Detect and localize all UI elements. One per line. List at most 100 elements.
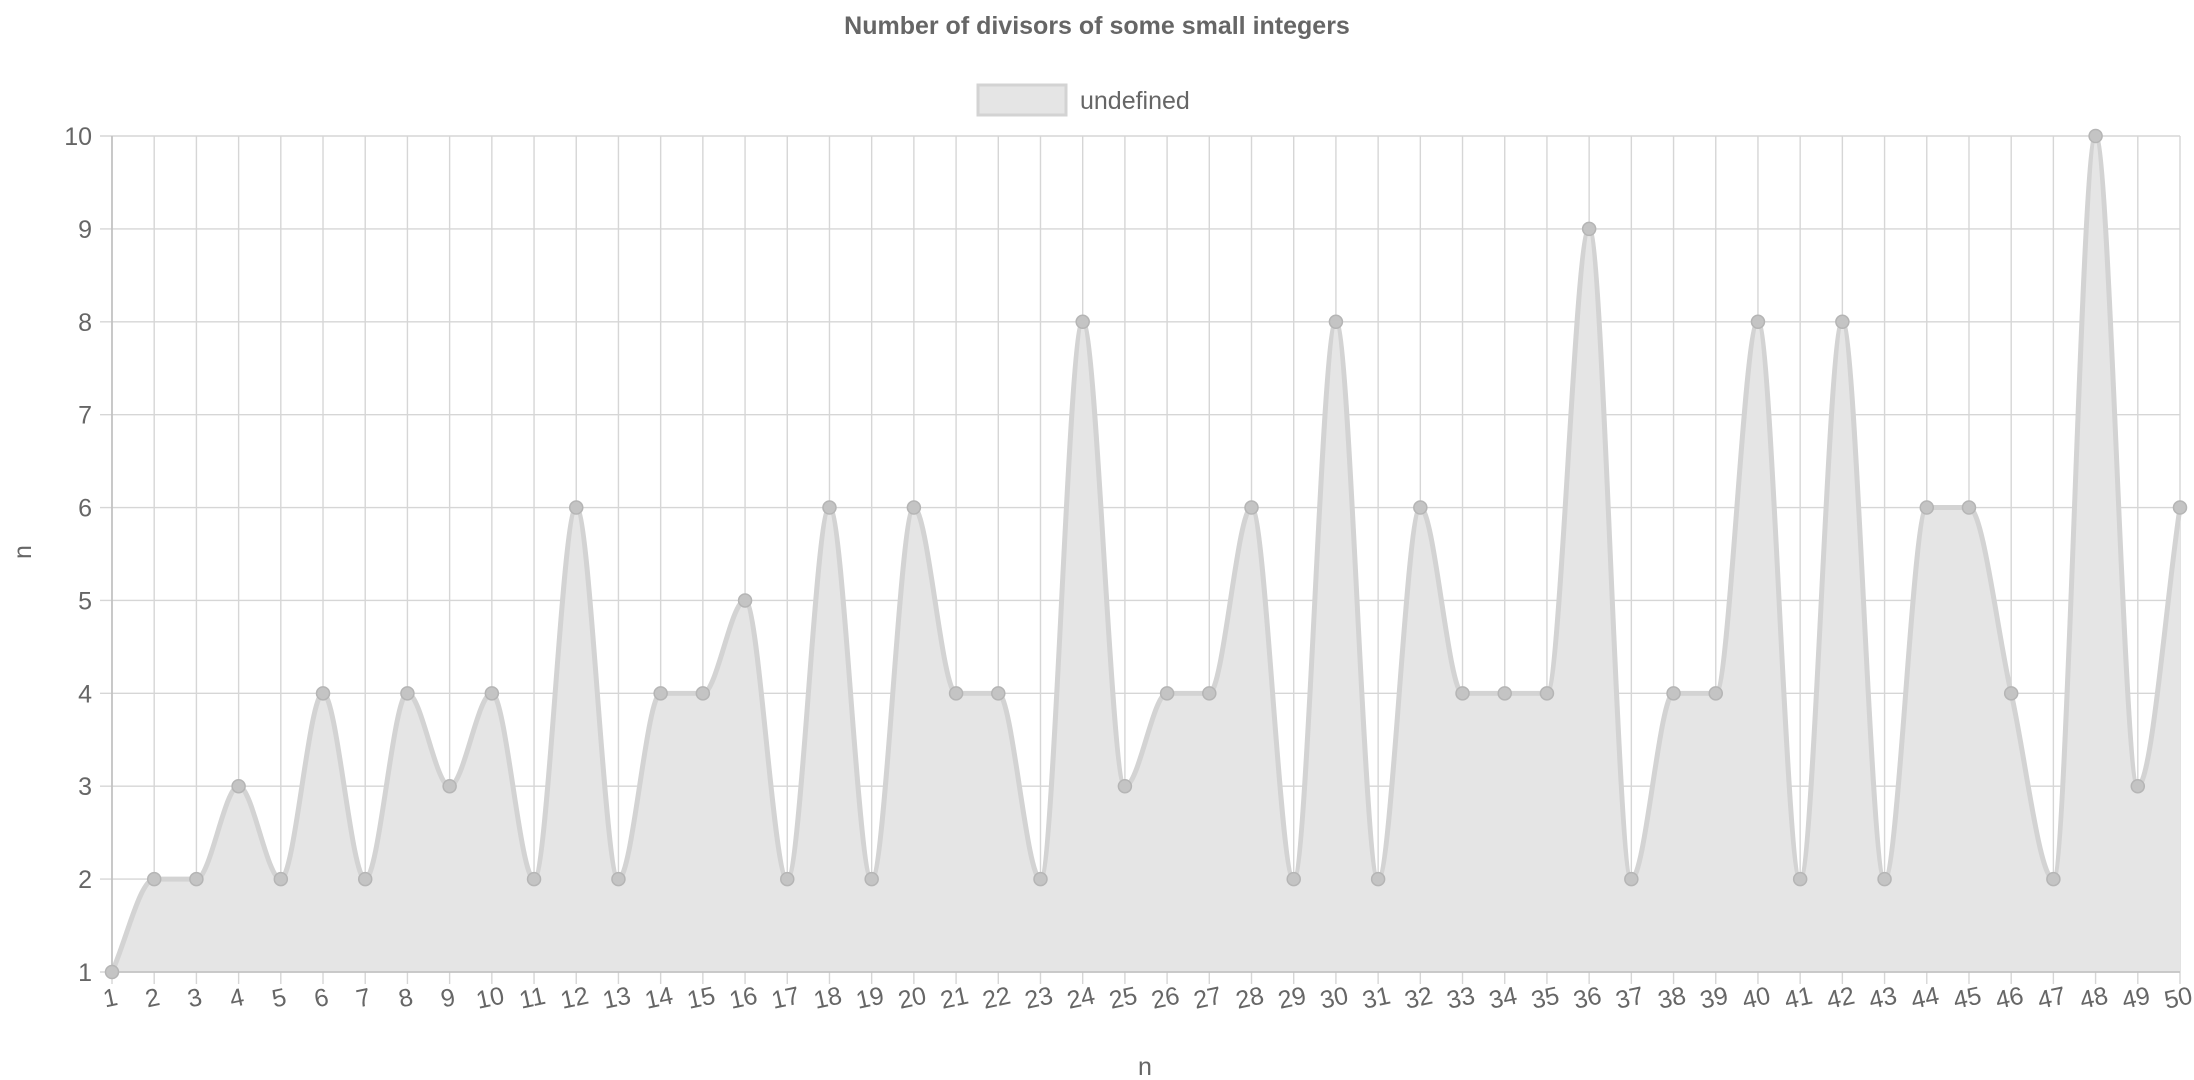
x-tick-label: 22: [980, 982, 1013, 1015]
data-point[interactable]: [568, 500, 584, 515]
y-tick-label: 7: [78, 402, 92, 430]
data-point[interactable]: [1539, 686, 1555, 701]
x-tick-label: 35: [1529, 982, 1562, 1015]
x-tick-label: 48: [2077, 982, 2110, 1015]
data-point[interactable]: [1202, 686, 1217, 701]
data-point[interactable]: [104, 964, 120, 980]
x-tick-label: 10: [474, 982, 507, 1015]
data-point[interactable]: [1835, 314, 1850, 330]
x-axis-ticks: 1 2 3 4 5 6 7 8 9 10 11 12 13 14 15 16 17 18 19 20 21 22 23 24 2…: [101, 982, 2194, 1015]
data-point[interactable]: [1581, 221, 1597, 237]
x-tick-label: 24: [1065, 982, 1098, 1015]
x-tick-label: 5: [269, 983, 288, 1013]
data-point[interactable]: [1117, 778, 1133, 794]
data-point[interactable]: [273, 871, 289, 887]
data-point[interactable]: [1075, 314, 1090, 330]
data-point[interactable]: [2088, 128, 2103, 144]
x-tick-label: 32: [1402, 982, 1435, 1015]
x-tick-label: 29: [1276, 982, 1309, 1015]
x-tick-label: 7: [354, 983, 373, 1013]
data-point[interactable]: [695, 686, 711, 701]
data-point[interactable]: [1413, 500, 1428, 515]
x-tick-label: 23: [1022, 982, 1055, 1015]
x-tick-label: 20: [896, 982, 929, 1015]
y-axis-title: n: [9, 545, 37, 559]
legend-swatch: [976, 83, 1068, 117]
data-point[interactable]: [822, 500, 837, 515]
y-axis-ticks: 1 2 3 4 5 6 7 8 9 10: [64, 123, 92, 987]
data-point[interactable]: [357, 871, 373, 887]
data-point[interactable]: [2046, 871, 2061, 887]
data-point[interactable]: [991, 686, 1006, 701]
x-tick-label: 45: [1951, 982, 1984, 1015]
x-tick-label: 18: [811, 982, 844, 1015]
series-area: [109, 133, 2183, 974]
data-point[interactable]: [1961, 500, 1977, 515]
x-tick-label: 37: [1613, 982, 1646, 1015]
data-point[interactable]: [1370, 871, 1386, 887]
data-point[interactable]: [906, 500, 922, 515]
x-tick-label: 11: [517, 982, 548, 1015]
x-tick-label: 43: [1866, 982, 1899, 1015]
y-tick-label: 1: [78, 959, 92, 987]
data-point[interactable]: [315, 686, 331, 701]
chart-title: Number of divisors of some small integer…: [844, 12, 1350, 40]
data-point[interactable]: [442, 778, 457, 794]
x-tick-label: 19: [853, 982, 886, 1015]
x-tick-label: 15: [685, 982, 718, 1015]
data-point[interactable]: [1792, 871, 1808, 887]
x-tick-label: 30: [1318, 982, 1351, 1015]
x-tick-label: 14: [642, 982, 675, 1015]
series-points: [104, 128, 2188, 980]
x-tick-label: 4: [227, 983, 247, 1013]
data-point[interactable]: [189, 871, 204, 887]
data-point[interactable]: [653, 686, 668, 701]
data-point[interactable]: [2172, 500, 2188, 515]
data-point[interactable]: [1286, 871, 1301, 887]
data-point[interactable]: [484, 686, 500, 701]
data-point[interactable]: [1624, 871, 1639, 887]
x-tick-label: 46: [1993, 982, 2026, 1015]
data-point[interactable]: [948, 686, 964, 701]
x-tick-label: 3: [185, 983, 204, 1013]
x-tick-label: 41: [1782, 982, 1815, 1015]
axes: [111, 136, 2180, 973]
y-tick-label: 4: [78, 680, 92, 708]
data-point[interactable]: [864, 871, 879, 887]
x-tick-label: 13: [600, 982, 633, 1015]
y-tick-label: 9: [78, 216, 92, 244]
x-tick-label: 16: [727, 982, 760, 1015]
data-point[interactable]: [1455, 686, 1470, 701]
y-tick-label: 5: [78, 587, 92, 615]
data-point[interactable]: [2003, 686, 2019, 701]
data-point[interactable]: [780, 871, 795, 887]
data-point[interactable]: [146, 871, 162, 887]
legend-label: undefined: [1080, 87, 1190, 115]
x-tick-label: 36: [1571, 982, 1604, 1015]
data-point[interactable]: [1328, 314, 1344, 330]
data-point[interactable]: [1877, 871, 1892, 887]
x-tick-label: 12: [558, 982, 591, 1015]
data-point[interactable]: [1497, 686, 1512, 701]
data-point[interactable]: [1919, 500, 1935, 515]
data-point[interactable]: [400, 686, 415, 701]
x-tick-label: 21: [938, 982, 971, 1015]
data-point[interactable]: [611, 871, 626, 887]
x-tick-label: 9: [438, 983, 457, 1013]
data-point[interactable]: [2130, 778, 2146, 794]
data-point[interactable]: [526, 871, 542, 887]
data-point[interactable]: [1750, 314, 1766, 330]
data-point[interactable]: [1159, 686, 1175, 701]
y-tick-label: 2: [78, 866, 92, 894]
data-point[interactable]: [231, 778, 246, 794]
data-point[interactable]: [1244, 500, 1259, 515]
x-tick-label: 17: [769, 982, 802, 1015]
x-tick-label: 2: [143, 983, 162, 1013]
data-point[interactable]: [737, 593, 753, 608]
data-point[interactable]: [1666, 686, 1681, 701]
x-tick-label: 50: [2162, 982, 2194, 1015]
legend[interactable]: undefined: [976, 83, 1190, 117]
data-point[interactable]: [1033, 871, 1048, 887]
data-point[interactable]: [1708, 686, 1724, 701]
